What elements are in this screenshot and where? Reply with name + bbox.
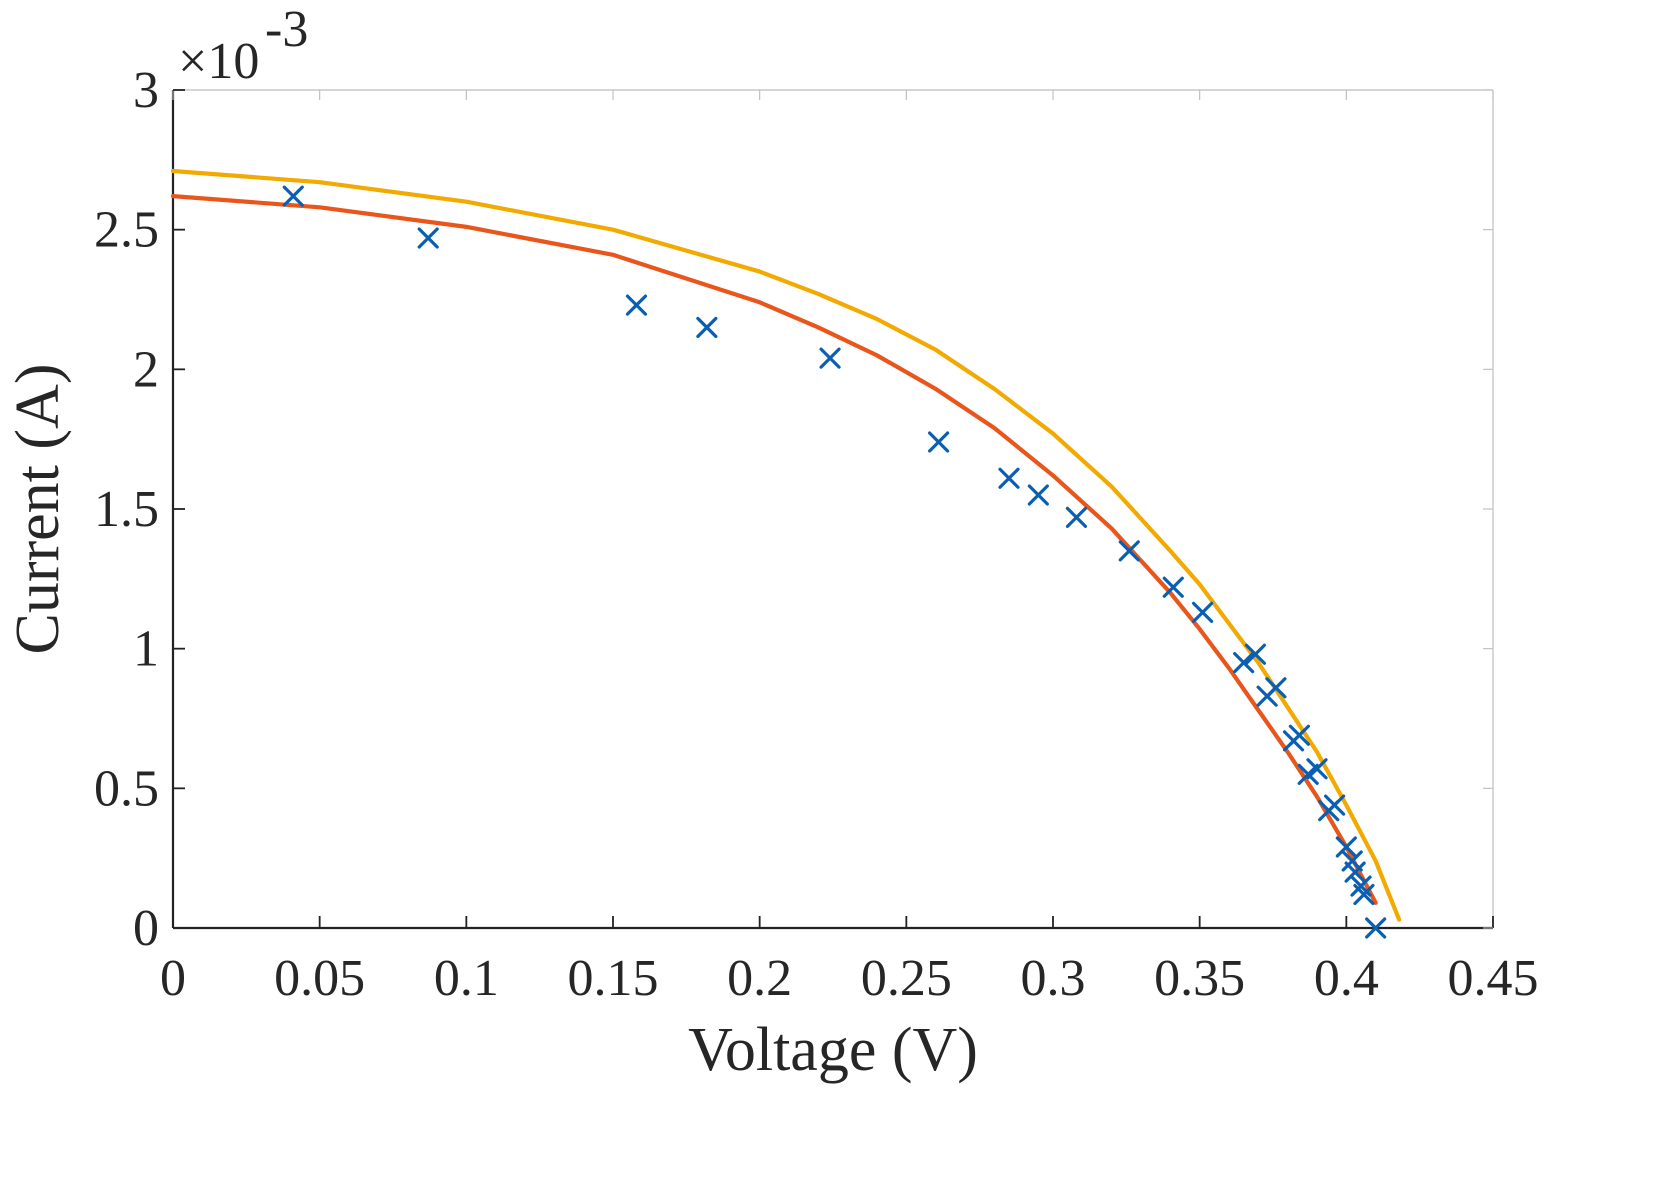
marker-stroke xyxy=(998,467,1020,489)
data-point-marker xyxy=(1288,724,1311,746)
marker-stroke xyxy=(927,431,950,453)
y-axis-label: Current (A) xyxy=(4,364,72,655)
data-point-marker xyxy=(1353,883,1375,906)
x-axis-ticks: 0 0.05 0.1 0.15 0.2 0.25 0.3 0.35 0.4 0.45 xyxy=(160,90,1539,1007)
x-tick-label: 0.05 xyxy=(274,950,365,1007)
x-tick-label: 0.15 xyxy=(568,950,659,1007)
y-axis-ticks: 0 0.5 1 1.5 2 2.5 3 xyxy=(94,62,1493,957)
y-tick-label: 3 xyxy=(133,62,159,119)
marker-stroke xyxy=(625,294,648,316)
x-tick-label: 0.25 xyxy=(861,950,952,1007)
marker-stroke xyxy=(1306,758,1328,780)
data-point-marker xyxy=(1233,652,1255,674)
data-point-marker xyxy=(1297,763,1319,785)
data-point-marker xyxy=(1118,540,1140,562)
marker-stroke xyxy=(696,316,718,339)
x-tick-label: 0.3 xyxy=(1021,950,1086,1007)
y-tick-label: 1.5 xyxy=(94,481,159,538)
data-point-marker xyxy=(417,227,439,249)
data-point-marker xyxy=(1265,677,1287,699)
data-point-marker xyxy=(1065,506,1088,528)
data-point-marker xyxy=(1162,576,1184,598)
data-point-marker xyxy=(696,316,718,339)
marker-stroke xyxy=(1350,875,1372,897)
data-point-marker xyxy=(1323,794,1346,816)
y-tick-label: 0.5 xyxy=(94,760,159,817)
marker-stroke xyxy=(1323,794,1346,816)
marker-stroke xyxy=(1344,861,1366,883)
marker-stroke xyxy=(1162,576,1184,598)
marker-stroke xyxy=(1244,643,1267,665)
marker-stroke xyxy=(1065,506,1088,528)
data-point-marker xyxy=(1027,484,1049,506)
series-markers xyxy=(282,185,1387,939)
marker-stroke xyxy=(1118,540,1140,562)
marker-stroke xyxy=(1365,917,1387,939)
marker-stroke xyxy=(1297,763,1319,785)
y-tick-label: 1 xyxy=(133,621,159,678)
data-point-marker xyxy=(1306,758,1328,780)
marker-stroke xyxy=(1265,677,1287,699)
y-axis-exponent-base: ×10 xyxy=(178,33,259,90)
marker-stroke xyxy=(1233,652,1255,674)
marker-stroke xyxy=(282,185,304,207)
data-point-marker xyxy=(1365,917,1387,939)
series-lines xyxy=(170,168,1402,922)
y-tick-label: 2.5 xyxy=(94,202,159,259)
data-point-marker xyxy=(625,294,648,316)
data-point-marker xyxy=(927,431,950,453)
marker-stroke xyxy=(819,347,841,369)
data-point-marker xyxy=(998,467,1020,489)
x-tick-label: 0.45 xyxy=(1448,950,1539,1007)
data-point-marker xyxy=(1344,861,1366,883)
marker-stroke xyxy=(1335,836,1357,858)
y-axis-exponent-power: -3 xyxy=(265,1,308,58)
y-tick-label: 2 xyxy=(133,341,159,398)
y-axis-exponent: ×10 -3 xyxy=(178,1,308,90)
marker-stroke xyxy=(1341,850,1363,872)
x-tick-label: 0.35 xyxy=(1154,950,1245,1007)
marker-stroke xyxy=(417,227,439,249)
data-point-marker xyxy=(1244,643,1267,665)
x-tick-label: 0.2 xyxy=(727,950,792,1007)
data-point-marker xyxy=(1191,601,1214,623)
marker-stroke xyxy=(1288,724,1311,746)
x-axis-label: Voltage (V) xyxy=(688,1016,978,1084)
y-tick-label: 0 xyxy=(133,900,159,957)
x-tick-label: 0.1 xyxy=(434,950,499,1007)
x-tick-label: 0.4 xyxy=(1314,950,1379,1007)
x-tick-label: 0 xyxy=(160,950,186,1007)
data-point-marker xyxy=(1335,836,1357,858)
marker-stroke xyxy=(1027,484,1049,506)
data-point-marker xyxy=(282,185,304,207)
marker-stroke xyxy=(1191,601,1214,623)
marker-stroke xyxy=(1353,883,1375,906)
data-point-marker xyxy=(819,347,841,369)
series-line-1 xyxy=(170,194,1378,905)
series-line-2 xyxy=(170,168,1402,922)
